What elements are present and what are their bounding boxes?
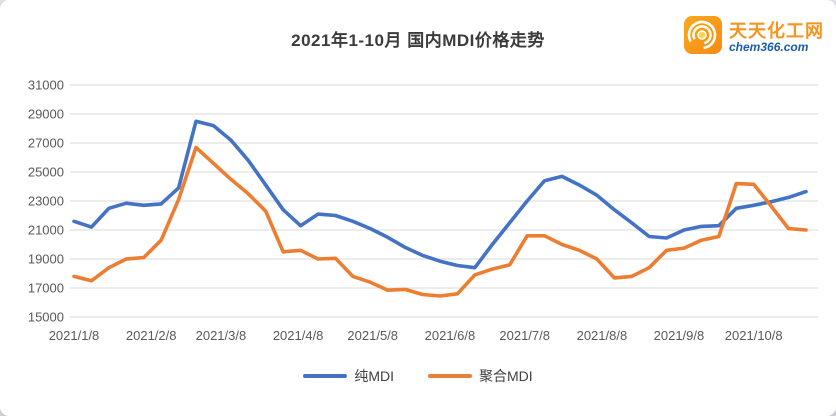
site-logo[interactable]: 天天化工网 chem366.com — [683, 15, 824, 60]
legend-label: 聚合MDI — [479, 368, 533, 384]
x-axis-tick-label: 2021/8/8 — [577, 328, 628, 343]
y-axis-tick-label: 25000 — [28, 165, 64, 180]
x-axis-tick-label: 2021/3/8 — [196, 328, 247, 343]
x-axis-tick-label: 2021/6/8 — [425, 328, 476, 343]
x-axis-tick-label: 2021/5/8 — [347, 328, 398, 343]
logo-site-name: 天天化工网 — [729, 20, 824, 41]
x-axis-tick-label: 2021/1/8 — [49, 328, 100, 343]
polymeric-mdi-line-swatch — [428, 374, 472, 378]
y-axis-tick-label: 21000 — [28, 223, 64, 238]
legend-item-polymeric-mdi[interactable]: 聚合MDI — [428, 366, 533, 386]
y-axis-tick-label: 15000 — [28, 310, 64, 325]
logo-site-domain: chem366.com — [729, 39, 809, 54]
x-axis-tick-label: 2021/7/8 — [499, 328, 550, 343]
y-axis-tick-label: 31000 — [28, 78, 64, 93]
x-axis-tick-label: 2021/2/8 — [126, 328, 177, 343]
chart-legend: 纯MDI 聚合MDI — [0, 366, 836, 386]
series-line-聚合MDI — [72, 145, 808, 298]
x-axis-tick-label: 2021/4/8 — [273, 328, 324, 343]
series-line-纯MDI — [72, 119, 808, 270]
y-axis-tick-label: 19000 — [28, 252, 64, 267]
y-axis-tick-label: 29000 — [28, 107, 64, 122]
legend-label: 纯MDI — [354, 368, 394, 384]
legend-item-pure-mdi[interactable]: 纯MDI — [303, 366, 394, 386]
price-line-chart: 15000 17000 19000 21000 23000 25000 27000 29000… — [28, 78, 818, 343]
logo-arcs-icon — [683, 15, 723, 60]
x-axis-tick-label: 2021/10/8 — [725, 328, 783, 343]
y-axis-tick-label: 27000 — [28, 136, 64, 151]
chart-title: 2021年1-10月 国内MDI价格走势 — [291, 31, 545, 50]
x-axis-tick-label: 2021/9/8 — [654, 328, 705, 343]
y-axis-tick-label: 23000 — [28, 194, 64, 209]
pure-mdi-line-swatch — [303, 374, 348, 378]
y-axis-tick-label: 17000 — [28, 281, 64, 296]
